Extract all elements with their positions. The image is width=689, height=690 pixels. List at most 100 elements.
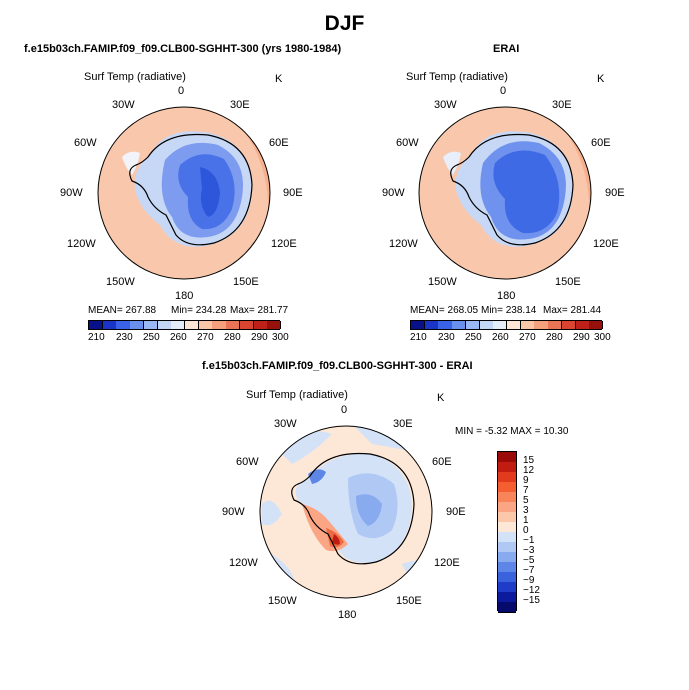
panel1-lon-30e: 30E — [230, 99, 250, 111]
panel2-lon-0: 0 — [500, 85, 507, 97]
colorbar-label: −15 — [523, 595, 540, 606]
panel1-polar-map — [97, 106, 271, 280]
colorbar-swatch — [498, 532, 516, 543]
colorbar-swatch — [498, 512, 516, 523]
colorbar-swatch — [130, 321, 145, 329]
panel2-lon-30w: 30W — [434, 99, 457, 111]
panel2-colorbar — [410, 320, 604, 330]
panel1-lon-0: 0 — [178, 85, 185, 97]
colorbar-swatch — [498, 552, 516, 563]
cb1-label: 280 — [224, 332, 241, 343]
panel2-lon-150w: 150W — [428, 276, 457, 288]
colorbar-label: −9 — [523, 575, 535, 586]
colorbar-label: 1 — [523, 515, 529, 526]
colorbar-swatch — [89, 321, 104, 329]
panel1-mean: MEAN= 267.88 — [88, 305, 157, 316]
panel2-variable: Surf Temp (radiative) — [406, 71, 508, 83]
cb2-label: 260 — [492, 332, 509, 343]
colorbar-swatch — [479, 321, 494, 329]
colorbar-swatch — [498, 462, 516, 473]
colorbar-swatch — [438, 321, 453, 329]
panel2-lon-60w: 60W — [396, 137, 419, 149]
panel3-lon-150w: 150W — [268, 595, 297, 607]
colorbar-swatch — [198, 321, 213, 329]
panel2-lon-150e: 150E — [555, 276, 581, 288]
cb2-label: 230 — [438, 332, 455, 343]
panel2-lon-120w: 120W — [389, 238, 418, 250]
cb2-label: 280 — [546, 332, 563, 343]
cb2-label: 300 — [594, 332, 611, 343]
panel1-lon-30w: 30W — [112, 99, 135, 111]
colorbar-label: 3 — [523, 505, 529, 516]
panel1-lon-180: 180 — [175, 290, 194, 302]
cb2-label: 250 — [465, 332, 482, 343]
panel2-colorbar-labels: 210 230 250 260 270 280 290 300 — [410, 332, 611, 344]
colorbar-label: −7 — [523, 565, 535, 576]
colorbar-swatch — [452, 321, 467, 329]
colorbar-swatch — [534, 321, 549, 329]
panel2-lon-90e: 90E — [605, 187, 625, 199]
colorbar-swatch — [171, 321, 186, 329]
colorbar-label: −3 — [523, 545, 535, 556]
colorbar-swatch — [498, 562, 516, 573]
panel3-lon-180: 180 — [338, 609, 357, 621]
panel2-lon-90w: 90W — [382, 187, 405, 199]
cb1-label: 300 — [272, 332, 289, 343]
colorbar-swatch — [507, 321, 522, 329]
panel3-colorbar — [497, 451, 517, 613]
colorbar-swatch — [498, 472, 516, 483]
panel3-lon-120w: 120W — [229, 557, 258, 569]
panel3-lon-150e: 150E — [396, 595, 422, 607]
colorbar-swatch — [498, 542, 516, 553]
colorbar-swatch — [185, 321, 200, 329]
colorbar-swatch — [498, 522, 516, 533]
colorbar-swatch — [498, 482, 516, 493]
colorbar-swatch — [212, 321, 227, 329]
colorbar-swatch — [498, 592, 516, 603]
panel3-colorbar-labels: 15 12 9 7 5 3 1 0 −1 −3 −5 −7 −9 −12 −15 — [523, 451, 563, 611]
panel2-polar-map — [418, 106, 592, 280]
panel2-lon-60e: 60E — [591, 137, 611, 149]
cb1-label: 260 — [170, 332, 187, 343]
colorbar-swatch — [465, 321, 481, 329]
panel2-title: ERAI — [493, 43, 520, 55]
colorbar-swatch — [253, 321, 268, 329]
colorbar-label: 12 — [523, 465, 535, 476]
colorbar-swatch — [157, 321, 172, 329]
colorbar-swatch — [116, 321, 131, 329]
panel3-lon-60e: 60E — [432, 456, 452, 468]
panel3-variable: Surf Temp (radiative) — [246, 389, 348, 401]
panel1-min: Min= 234.28 — [171, 305, 227, 316]
colorbar-swatch — [424, 321, 439, 329]
colorbar-swatch — [102, 321, 117, 329]
panel3-title: f.e15b03ch.FAMIP.f09_f09.CLB00-SGHHT-300… — [202, 360, 473, 372]
panel1-units: K — [275, 73, 283, 85]
colorbar-swatch — [498, 572, 516, 583]
colorbar-swatch — [498, 452, 516, 463]
panel1-colorbar — [88, 320, 282, 330]
colorbar-label: 5 — [523, 495, 529, 506]
panel2-lon-30e: 30E — [552, 99, 572, 111]
colorbar-swatch — [561, 321, 577, 329]
panel3-minmax: MIN = -5.32 MAX = 10.30 — [455, 426, 569, 437]
panel1-lon-90w: 90W — [60, 187, 83, 199]
cb2-label: 270 — [519, 332, 536, 343]
panel1-colorbar-labels: 210 230 250 260 270 280 290 300 — [88, 332, 289, 344]
panel3-lon-0: 0 — [341, 404, 348, 416]
cb1-label: 270 — [197, 332, 214, 343]
panel3-lon-30e: 30E — [393, 418, 413, 430]
panel1-lon-150w: 150W — [106, 276, 135, 288]
colorbar-swatch — [520, 321, 535, 329]
colorbar-swatch — [239, 321, 255, 329]
panel1-max: Max= 281.77 — [230, 305, 289, 316]
panel3-lon-30w: 30W — [274, 418, 297, 430]
panel1-variable: Surf Temp (radiative) — [84, 71, 186, 83]
panel3-lon-120e: 120E — [434, 557, 460, 569]
colorbar-swatch — [575, 321, 590, 329]
panel2-min: Min= 238.14 — [481, 305, 537, 316]
cb2-label: 210 — [410, 332, 427, 343]
colorbar-label: 7 — [523, 485, 529, 496]
panel2-units: K — [597, 73, 605, 85]
colorbar-swatch — [267, 321, 282, 329]
colorbar-label: −5 — [523, 555, 535, 566]
